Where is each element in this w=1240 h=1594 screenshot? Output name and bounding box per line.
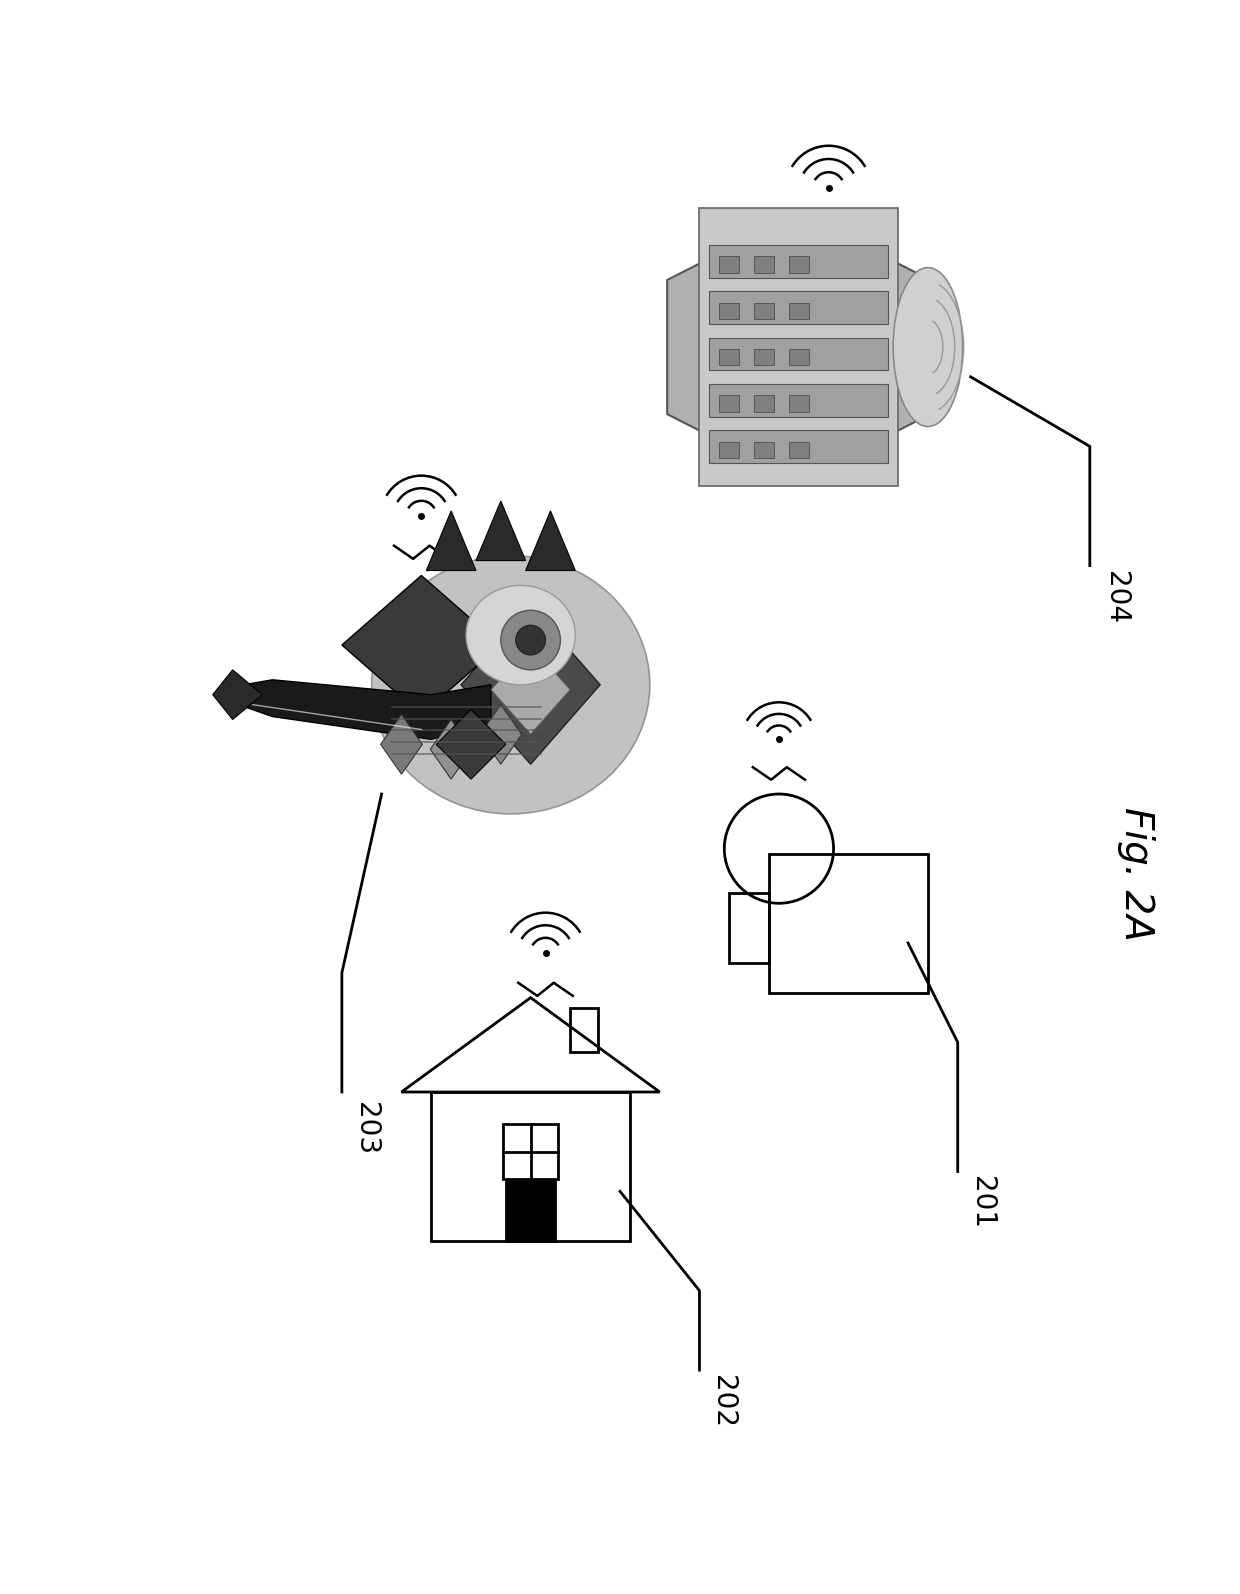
Bar bbox=[769, 854, 928, 993]
Bar bbox=[729, 893, 769, 963]
Bar bbox=[754, 349, 774, 365]
Polygon shape bbox=[480, 705, 522, 764]
Bar bbox=[432, 1092, 630, 1242]
Polygon shape bbox=[381, 714, 423, 775]
Bar bbox=[709, 292, 888, 324]
Bar bbox=[754, 395, 774, 411]
Bar bbox=[506, 1181, 556, 1242]
Bar bbox=[789, 395, 808, 411]
Polygon shape bbox=[667, 214, 930, 481]
Text: 202: 202 bbox=[709, 1376, 738, 1428]
Polygon shape bbox=[476, 501, 526, 561]
Bar bbox=[719, 395, 739, 411]
Bar bbox=[719, 349, 739, 365]
Text: 204: 204 bbox=[1102, 571, 1130, 623]
Bar bbox=[719, 303, 739, 319]
Bar bbox=[709, 384, 888, 416]
Ellipse shape bbox=[893, 268, 962, 427]
Bar bbox=[789, 303, 808, 319]
Polygon shape bbox=[526, 512, 575, 571]
Circle shape bbox=[501, 611, 560, 669]
Circle shape bbox=[516, 625, 546, 655]
Bar bbox=[709, 430, 888, 462]
Bar bbox=[754, 257, 774, 273]
Polygon shape bbox=[461, 606, 600, 764]
Bar bbox=[503, 1124, 558, 1180]
Polygon shape bbox=[427, 512, 476, 571]
Text: Fig. 2A: Fig. 2A bbox=[1117, 807, 1154, 940]
Bar bbox=[789, 349, 808, 365]
Bar bbox=[570, 1007, 598, 1052]
Bar bbox=[719, 257, 739, 273]
Polygon shape bbox=[491, 646, 570, 735]
Polygon shape bbox=[342, 575, 501, 714]
Ellipse shape bbox=[372, 556, 650, 815]
Bar bbox=[719, 442, 739, 457]
Polygon shape bbox=[430, 719, 472, 779]
Bar bbox=[709, 338, 888, 370]
Text: 203: 203 bbox=[352, 1101, 379, 1156]
Polygon shape bbox=[436, 709, 506, 779]
Bar bbox=[754, 442, 774, 457]
Bar bbox=[789, 442, 808, 457]
Bar bbox=[699, 207, 898, 486]
Ellipse shape bbox=[466, 585, 575, 685]
Bar bbox=[754, 303, 774, 319]
Bar bbox=[789, 257, 808, 273]
Text: 201: 201 bbox=[967, 1176, 996, 1229]
Polygon shape bbox=[213, 669, 263, 719]
Bar bbox=[709, 245, 888, 277]
Polygon shape bbox=[233, 679, 491, 740]
